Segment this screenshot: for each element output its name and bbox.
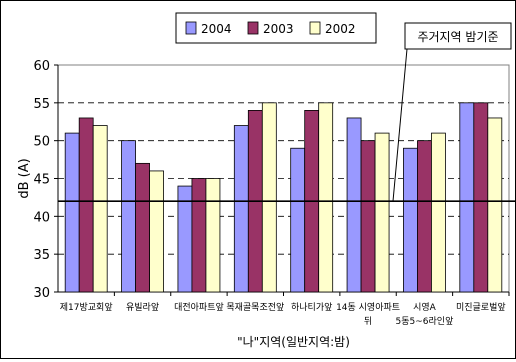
legend-box [175,12,377,44]
y-tick-label: 35 [33,248,50,263]
legend-swatch-2002 [309,21,321,35]
x-axis-title: "나"지역(일반지역:밤) [237,335,350,349]
bar-2004 [290,147,306,293]
bar-2003 [417,140,432,293]
x-tick-label: 대전아파트앞 [174,301,224,313]
x-tick-label: 유빌라앞 [126,301,159,313]
x-tick-label: 미진글로벌앞 [456,301,506,313]
legend-label: 2002 [325,22,356,36]
bar-2002 [374,132,390,293]
x-tick-label: 14동 시영아파트 [336,302,400,313]
bar-2004 [64,132,80,293]
legend-swatch-2003 [247,21,259,35]
bar-2002 [431,132,446,293]
y-tick-label: 30 [33,286,50,301]
legend-label: 2003 [263,22,294,36]
y-tick-label: 45 [33,173,50,188]
bar-2004 [233,125,249,293]
y-axis-title: dB (A) [17,158,32,198]
annotation-leader-line [392,48,408,202]
bar-2002 [318,102,334,293]
x-tick-label: 5동5~6라인앞 [396,315,454,327]
x-tick-label: 목재골목조전앞 [226,301,284,313]
bar-2003 [360,140,376,293]
x-tick-label: 제17방교회앞 [60,301,113,313]
bar-2002 [149,170,164,293]
bar-2003 [191,178,207,293]
y-tick-label: 55 [33,97,50,112]
x-tick-label: 하나티가앞 [291,301,332,313]
x-tick-label: 시영A [413,302,437,313]
annotation-label: 주거지역 밤기준 [417,30,498,44]
bar-2004 [121,140,136,293]
bar-2003 [135,162,150,293]
bar-2003 [473,102,489,293]
legend-label: 2004 [201,22,232,36]
bar-2002 [205,178,221,293]
x-tick-label: 뒤 [364,315,372,327]
bar-2002 [487,117,503,293]
bar-2002 [261,102,277,293]
bar-2004 [346,117,362,293]
bar-2004 [459,102,475,293]
y-tick-label: 50 [33,135,50,150]
bar-2004 [403,147,418,293]
y-tick-label: 60 [33,59,50,74]
legend-swatch-2004 [185,21,197,35]
y-tick-label: 40 [33,210,50,225]
bar-2003 [78,117,94,293]
annotation-box [404,22,512,50]
bar-2002 [92,125,108,293]
